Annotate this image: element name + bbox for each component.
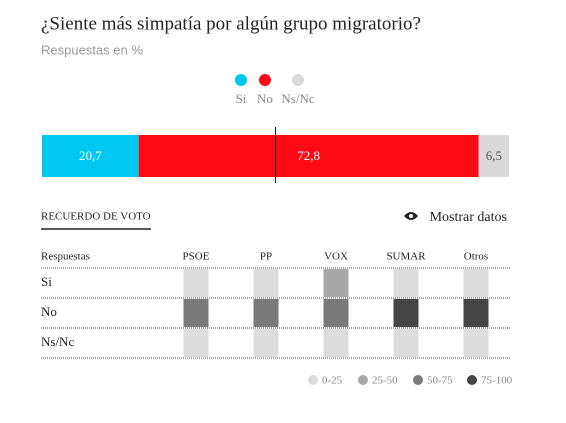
legend-dot [292, 74, 304, 86]
heat-cell [183, 269, 209, 297]
bucket-label: 50-75 [427, 375, 453, 387]
heat-cell [253, 329, 279, 357]
heat-cell [323, 329, 349, 357]
bar-value-label: 20,7 [79, 148, 102, 163]
row-label: Si [41, 274, 52, 289]
heat-cell [463, 269, 489, 297]
heat-cell [463, 329, 489, 357]
table-header: Respuestas [41, 251, 90, 263]
heat-cell [323, 299, 349, 327]
bar-segment [138, 135, 479, 177]
tab[interactable]: RECUERDO DE VOTO [41, 211, 151, 223]
heat-cell [463, 299, 489, 327]
bar-value-label: 6,5 [486, 148, 502, 163]
heat-cell [393, 299, 419, 327]
legend-label: No [257, 91, 273, 106]
row-label: No [41, 304, 57, 319]
table-header: PSOE [183, 251, 210, 263]
toggle[interactable]: Mostrar datos [404, 210, 507, 225]
heat-cell [393, 269, 419, 297]
chart-subtitle: Respuestas en % [41, 42, 143, 57]
legend-label: Ns/Nc [281, 91, 314, 106]
bar-value-label: 72,8 [297, 148, 320, 163]
bucket-label: 75-100 [481, 375, 513, 387]
heat-cell [253, 269, 279, 297]
legend-label: Si [236, 91, 247, 106]
bucket-label: 25-50 [372, 375, 398, 387]
heat-cell [323, 269, 349, 297]
table-header: PP [260, 251, 272, 263]
heat-cell [183, 299, 209, 327]
heat-cell [253, 299, 279, 327]
row-label: Ns/Nc [41, 334, 74, 349]
heat-cell [393, 329, 419, 357]
table-header: Otros [464, 251, 488, 263]
bucket-label: 0-25 [322, 375, 343, 387]
toggle-label[interactable]: Mostrar datos [430, 210, 507, 225]
bucket-dot [413, 375, 423, 385]
heat-cell [183, 329, 209, 357]
chart-title: ¿Siente más simpatía por algún grupo mig… [41, 13, 421, 34]
legend-dot [235, 74, 247, 86]
eye-pupil [409, 214, 413, 218]
bucket-dot [467, 375, 477, 385]
bar-segment [42, 135, 139, 177]
bucket-dot [358, 375, 368, 385]
table-header: VOX [324, 251, 348, 263]
legend-dot [259, 74, 271, 86]
bar-segment [478, 135, 509, 177]
bucket-dot [308, 375, 318, 385]
table-header: SUMAR [386, 251, 426, 263]
